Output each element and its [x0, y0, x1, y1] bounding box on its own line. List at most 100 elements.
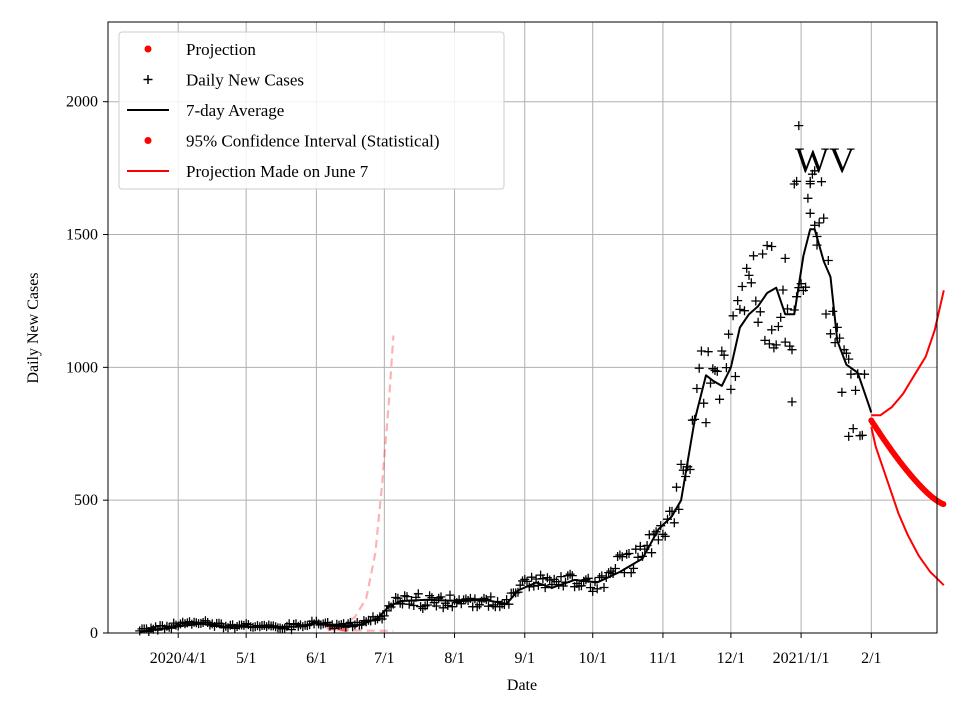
daily-case-point [823, 256, 833, 265]
legend-plus-marker [143, 75, 153, 84]
daily-case-point [719, 350, 729, 360]
daily-case-point [416, 602, 426, 612]
daily-case-point [744, 270, 754, 280]
daily-case-point [780, 253, 790, 263]
daily-case-point [581, 575, 591, 585]
daily-case-point [470, 594, 480, 604]
seven-day-average-line [139, 228, 873, 633]
daily-case-point [817, 177, 826, 187]
daily-case-point [576, 581, 586, 591]
x-tick-label: 5/1 [236, 650, 256, 667]
daily-case-point [762, 241, 772, 250]
daily-case-point [656, 521, 666, 531]
daily-case-point [706, 378, 715, 388]
daily-case-point [538, 574, 548, 584]
daily-case-point [776, 312, 786, 322]
daily-case-point [755, 307, 765, 317]
daily-case-point [658, 529, 668, 539]
daily-case-point [730, 372, 740, 381]
daily-case-point [556, 572, 566, 582]
x-axis-label: Date [507, 677, 537, 694]
daily-case-point [832, 322, 842, 332]
daily-case-point [844, 431, 854, 441]
daily-case-point [597, 571, 607, 581]
daily-case-point [805, 208, 815, 218]
daily-case-point [821, 309, 831, 319]
daily-case-point [737, 282, 747, 291]
legend-item: Projection Made on June 7 [127, 162, 369, 181]
y-tick-label: 2000 [66, 94, 98, 111]
daily-case-point [624, 549, 634, 558]
legend-item: 95% Confidence Interval (Statistical) [144, 132, 440, 151]
daily-case-point [422, 600, 432, 610]
y-tick-label: 500 [74, 492, 98, 509]
daily-case-point [828, 306, 838, 316]
daily-case-point [758, 249, 768, 259]
daily-case-point [629, 563, 638, 573]
daily-case-point [783, 304, 792, 314]
y-tick-label: 1000 [66, 359, 98, 376]
daily-case-point [710, 366, 720, 375]
daily-case-point [522, 576, 532, 586]
daily-case-point [837, 387, 847, 397]
daily-case-point [644, 530, 654, 540]
daily-case-point [162, 621, 172, 631]
daily-case-point [701, 418, 711, 428]
daily-case-point [728, 311, 738, 321]
june7-projection-lower [327, 627, 394, 632]
daily-case-point [778, 285, 788, 295]
daily-case-point [171, 620, 181, 630]
x-tick-label: 11/1 [649, 650, 677, 667]
daily-case-point [268, 621, 278, 631]
daily-case-point [447, 602, 457, 612]
daily-case-point [692, 384, 702, 393]
projection-dots [868, 417, 947, 508]
daily-case-point [814, 218, 824, 228]
daily-case-point [672, 482, 681, 492]
projection-point [940, 501, 947, 508]
legend-item: 7-day Average [127, 101, 284, 120]
daily-case-point [841, 348, 851, 358]
legend-label: 95% Confidence Interval (Statistical) [186, 132, 440, 151]
daily-case-point [425, 591, 435, 601]
daily-case-point [610, 564, 620, 573]
daily-case-point [515, 580, 525, 590]
daily-case-point [751, 296, 761, 306]
legend-item: Daily New Cases [143, 71, 304, 90]
daily-case-point [721, 363, 731, 373]
daily-case-point [857, 430, 867, 440]
daily-case-point [431, 601, 441, 611]
ci-lower-line [870, 426, 945, 586]
daily-case-point [486, 592, 496, 602]
x-tick-label: 2021/1/1 [773, 650, 830, 667]
daily-case-point [794, 121, 804, 131]
legend-dot-marker [144, 137, 152, 144]
ci-upper-line [871, 290, 945, 417]
daily-case-point [780, 337, 790, 347]
legend: Projection Daily New Cases 7-day Average 95… [118, 31, 505, 190]
daily-case-point [239, 620, 249, 630]
daily-case-point [715, 394, 725, 404]
daily-case-point [805, 176, 815, 186]
daily-case-point [742, 263, 752, 273]
daily-case-point [413, 589, 423, 599]
daily-case-point [773, 322, 783, 331]
daily-case-point [520, 574, 530, 584]
daily-case-point [851, 385, 860, 395]
daily-case-point [844, 354, 854, 364]
daily-case-point [787, 345, 797, 355]
daily-case-point [479, 593, 489, 603]
x-tick-label: 12/1 [717, 650, 745, 667]
daily-case-point [696, 346, 706, 356]
daily-case-point [767, 325, 777, 335]
daily-case-point [826, 329, 835, 339]
daily-case-point [726, 384, 736, 394]
daily-case-point [749, 251, 758, 261]
daily-case-point [513, 587, 523, 597]
daily-case-point [787, 397, 797, 407]
daily-case-point [626, 568, 636, 578]
daily-case-point [445, 590, 455, 600]
legend-label: Projection Made on June 7 [186, 162, 369, 181]
daily-case-point [735, 304, 745, 314]
daily-case-point [703, 347, 713, 357]
